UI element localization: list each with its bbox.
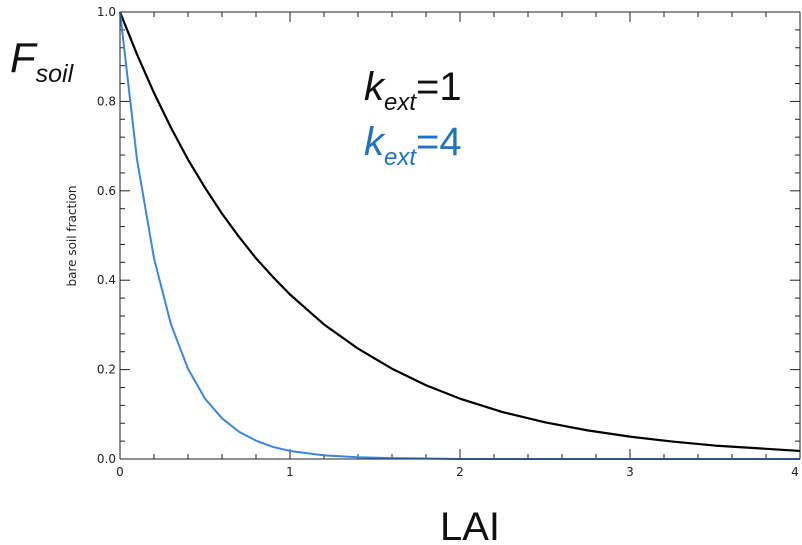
y-tick-label: 0.6 <box>97 184 116 198</box>
legend-kext-1: kext=1 <box>364 65 462 116</box>
plot-area <box>120 12 800 459</box>
y-tick-label: 0.4 <box>97 273 116 287</box>
x-axis-title: LAI <box>440 505 500 545</box>
f-soil-label: Fsoil <box>10 34 75 88</box>
series-line-kext-1 <box>118 11 801 453</box>
x-tick-label: 2 <box>456 465 464 479</box>
x-tick-label: 1 <box>286 465 294 479</box>
x-tick-label: 0 <box>116 465 124 479</box>
y-tick-label: 1.0 <box>97 5 116 19</box>
x-tick-label: 4 <box>791 465 799 479</box>
x-tick-label: 3 <box>626 465 634 479</box>
tick-labels: 0 1 2 3 4 0.0 0.2 0.4 0.6 0.8 1.0 <box>97 5 799 479</box>
legend-kext-4: kext=4 <box>364 120 462 171</box>
y-axis-title: bare soil fraction <box>65 185 79 286</box>
y-tick-label: 0.2 <box>97 363 116 377</box>
y-tick-label: 0.8 <box>97 94 116 108</box>
y-tick-label: 0.0 <box>97 452 116 466</box>
